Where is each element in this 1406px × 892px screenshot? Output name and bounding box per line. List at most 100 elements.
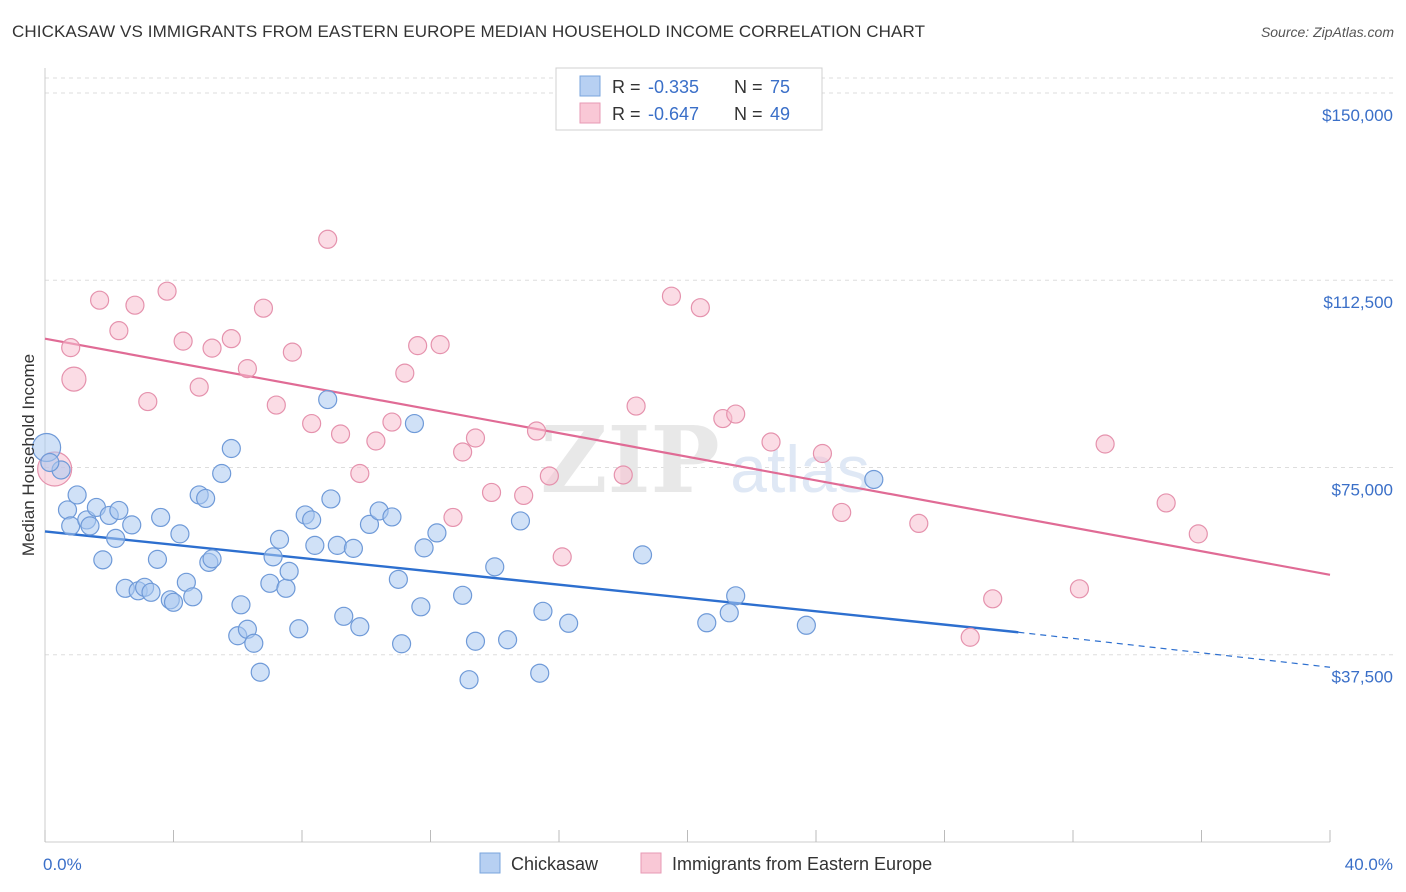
trend-line-eastern-europe: [44, 337, 1331, 576]
data-point-eastern-europe: [138, 391, 158, 412]
data-point-eastern-europe: [1188, 524, 1208, 544]
data-point-eastern-europe: [613, 465, 633, 485]
data-point-eastern-europe: [1069, 579, 1090, 599]
data-point-chickasaw: [279, 561, 299, 581]
data-point-eastern-europe: [366, 431, 386, 451]
data-point-chickasaw: [141, 582, 161, 602]
data-point-eastern-europe: [282, 342, 302, 362]
data-point-eastern-europe: [61, 366, 87, 392]
data-point-eastern-europe: [189, 377, 209, 397]
data-point-chickasaw: [697, 613, 717, 633]
data-point-chickasaw: [106, 528, 126, 548]
data-point-chickasaw: [221, 438, 241, 459]
data-point-chickasaw: [391, 634, 412, 654]
data-point-eastern-europe: [481, 482, 502, 503]
data-point-chickasaw: [170, 524, 190, 544]
data-point-eastern-europe: [302, 413, 322, 434]
data-point-eastern-europe: [109, 321, 129, 341]
data-point-chickasaw: [122, 515, 142, 535]
data-point-chickasaw: [864, 469, 884, 490]
bottom-legend-swatch-eastern-europe: [640, 852, 662, 874]
data-point-eastern-europe: [909, 513, 929, 534]
data-point-chickasaw: [414, 538, 434, 558]
data-point-chickasaw: [244, 633, 264, 653]
data-point-chickasaw: [427, 523, 447, 543]
data-point-chickasaw: [559, 613, 579, 633]
data-point-chickasaw: [485, 557, 505, 577]
data-point-eastern-europe: [661, 286, 682, 306]
data-point-eastern-europe: [382, 412, 402, 432]
y-axis-label: Median Household Income: [19, 354, 38, 556]
data-point-chickasaw: [632, 545, 653, 565]
data-point-chickasaw: [533, 601, 553, 621]
data-point-eastern-europe: [812, 443, 833, 464]
data-point-chickasaw: [305, 535, 325, 555]
data-point-eastern-europe: [157, 281, 177, 301]
bottom-legend: Chickasaw Immigrants from Eastern Europe: [479, 852, 932, 874]
data-point-eastern-europe: [202, 338, 222, 358]
data-point-eastern-europe: [539, 466, 559, 486]
data-point-eastern-europe: [1095, 434, 1115, 454]
series-chickasaw-points: [32, 389, 884, 690]
data-point-chickasaw: [350, 617, 370, 637]
data-point-chickasaw: [453, 585, 473, 605]
data-point-chickasaw: [147, 549, 168, 569]
data-point-chickasaw: [80, 516, 100, 536]
legend-n-value-2: 49: [770, 104, 790, 124]
bottom-legend-swatch-chickasaw: [479, 852, 501, 874]
legend-n-label-2: N =: [734, 104, 763, 124]
bottom-legend-chickasaw: Chickasaw: [511, 854, 599, 874]
data-point-eastern-europe: [318, 229, 338, 249]
data-point-chickasaw: [269, 529, 290, 549]
data-point-eastern-europe: [408, 336, 428, 356]
data-point-chickasaw: [212, 463, 232, 484]
data-point-chickasaw: [61, 516, 81, 536]
source-label: Source: ZipAtlas.com: [1260, 24, 1394, 40]
legend-r-value-2: -0.647: [648, 104, 699, 124]
data-point-chickasaw: [183, 587, 203, 607]
data-point-chickasaw: [302, 510, 322, 530]
x-tick-label-min: 0.0%: [43, 855, 82, 874]
data-point-chickasaw: [231, 595, 251, 615]
data-point-chickasaw: [388, 569, 408, 589]
data-point-chickasaw: [498, 630, 518, 650]
data-point-eastern-europe: [453, 442, 473, 462]
data-point-eastern-europe: [90, 290, 110, 310]
data-point-eastern-europe: [960, 627, 980, 647]
data-point-eastern-europe: [983, 589, 1003, 609]
data-point-chickasaw: [719, 603, 739, 623]
data-point-eastern-europe: [443, 507, 463, 528]
y-tick-label: $75,000: [1332, 480, 1393, 499]
legend-swatch-chickasaw: [579, 75, 601, 97]
y-tick-label: $37,500: [1332, 668, 1393, 687]
trend-lines: [44, 337, 1331, 668]
data-point-eastern-europe: [61, 338, 81, 358]
data-point-chickasaw: [196, 488, 216, 509]
data-point-chickasaw: [510, 511, 531, 531]
data-point-eastern-europe: [125, 295, 145, 315]
data-point-eastern-europe: [626, 396, 646, 416]
data-point-chickasaw: [93, 550, 113, 570]
data-point-chickasaw: [151, 507, 171, 528]
data-point-chickasaw: [67, 485, 87, 505]
x-tick-labels: 0.0% 40.0%: [43, 855, 1393, 874]
data-point-chickasaw: [343, 538, 363, 558]
data-point-chickasaw: [318, 389, 338, 410]
data-point-chickasaw: [202, 549, 222, 569]
data-point-chickasaw: [276, 578, 296, 598]
data-point-chickasaw: [459, 670, 479, 690]
data-point-chickasaw: [359, 514, 380, 535]
data-point-chickasaw: [382, 507, 402, 527]
data-point-chickasaw: [327, 535, 347, 555]
trend-line-chickasaw-extension: [1018, 631, 1331, 668]
legend-r-label-1: R =: [612, 77, 641, 97]
data-point-eastern-europe: [1156, 493, 1176, 513]
data-point-eastern-europe: [395, 363, 415, 383]
data-point-chickasaw: [289, 619, 309, 639]
data-point-eastern-europe: [221, 329, 241, 349]
data-point-eastern-europe: [726, 404, 746, 424]
legend-r-value-1: -0.335: [648, 77, 699, 97]
data-point-chickasaw: [250, 662, 270, 682]
legend-n-value-1: 75: [770, 77, 790, 97]
data-point-chickasaw: [163, 592, 184, 612]
